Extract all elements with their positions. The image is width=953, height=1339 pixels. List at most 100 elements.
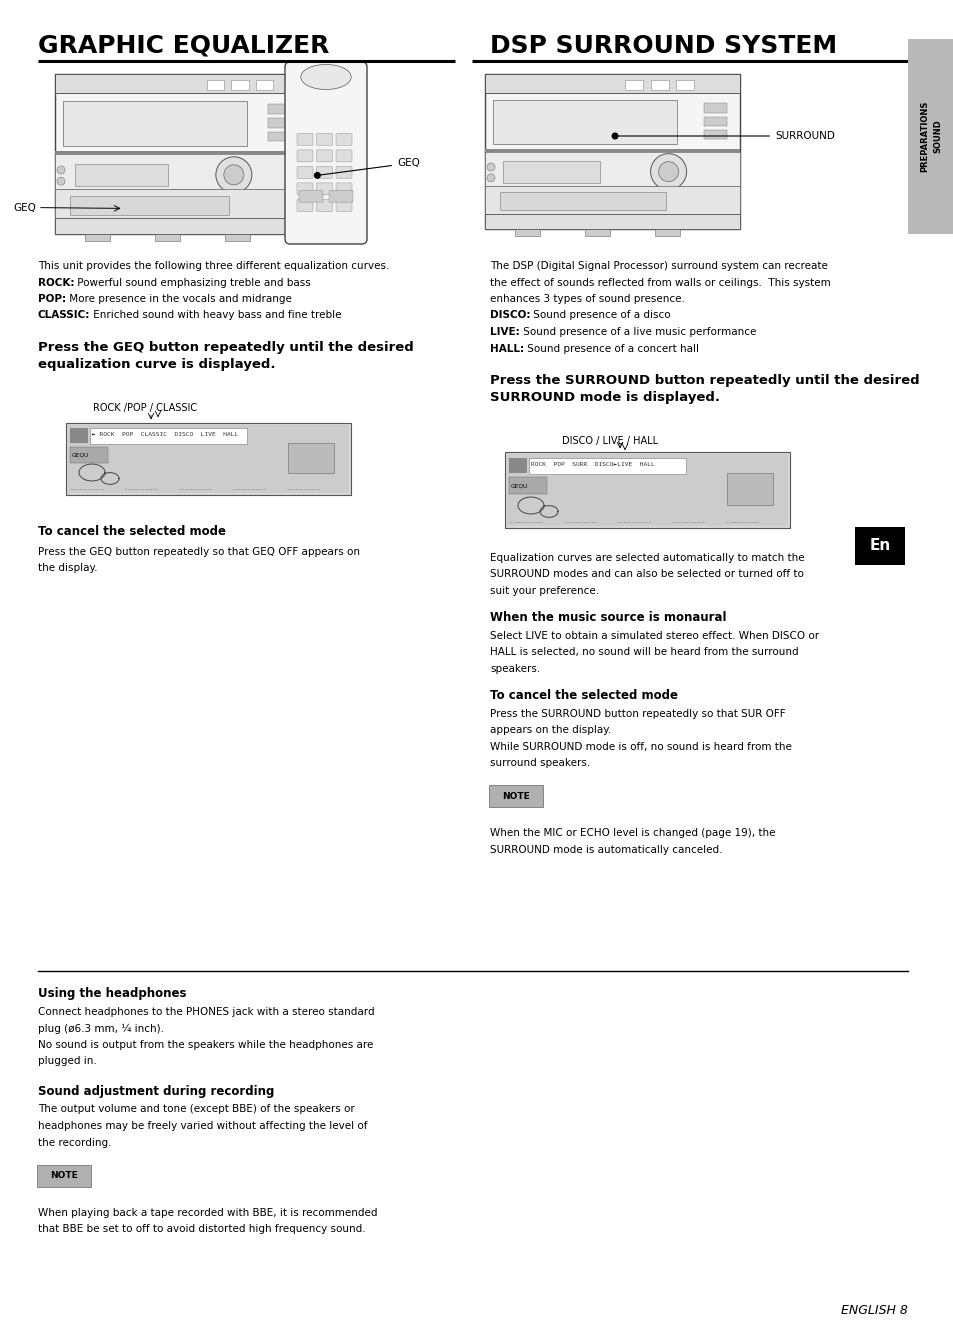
FancyBboxPatch shape: [296, 150, 313, 162]
FancyBboxPatch shape: [335, 166, 352, 178]
FancyBboxPatch shape: [296, 183, 313, 195]
Bar: [506, 454, 787, 525]
Text: More presence in the vocals and midrange: More presence in the vocals and midrange: [66, 295, 292, 304]
Circle shape: [486, 163, 495, 171]
Text: Powerful sound emphasizing treble and bass: Powerful sound emphasizing treble and ba…: [74, 277, 311, 288]
Text: that BBE be set to off to avoid distorted high frequency sound.: that BBE be set to off to avoid distorte…: [38, 1224, 365, 1235]
Circle shape: [611, 133, 618, 139]
Text: The output volume and tone (except BBE) of the speakers or: The output volume and tone (except BBE) …: [38, 1105, 355, 1114]
FancyBboxPatch shape: [316, 150, 333, 162]
Text: plug (ø6.3 mm, ¼ inch).: plug (ø6.3 mm, ¼ inch).: [38, 1023, 164, 1034]
Bar: [90, 428, 247, 445]
Bar: [499, 191, 665, 210]
Text: To cancel the selected mode: To cancel the selected mode: [38, 525, 226, 537]
Text: Sound presence of a live music performance: Sound presence of a live music performan…: [519, 327, 756, 337]
Text: The DSP (Digital Signal Processor) surround system can recreate: The DSP (Digital Signal Processor) surro…: [490, 261, 827, 270]
Text: POP:: POP:: [38, 295, 66, 304]
FancyBboxPatch shape: [285, 62, 367, 244]
Circle shape: [486, 174, 495, 182]
Text: SURROUND mode is automatically canceled.: SURROUND mode is automatically canceled.: [490, 845, 721, 854]
FancyBboxPatch shape: [316, 200, 333, 212]
Text: DSP SURROUND SYSTEM: DSP SURROUND SYSTEM: [490, 33, 836, 58]
Text: Sound presence of a disco: Sound presence of a disco: [530, 311, 670, 320]
Text: When playing back a tape recorded with BBE, it is recommended: When playing back a tape recorded with B…: [38, 1208, 377, 1217]
Circle shape: [57, 177, 65, 185]
Bar: [515, 228, 539, 236]
Text: HALL:: HALL:: [490, 344, 523, 353]
Bar: [268, 104, 288, 114]
Text: GEQ: GEQ: [13, 202, 36, 213]
Bar: [703, 130, 726, 139]
Bar: [484, 149, 740, 151]
FancyBboxPatch shape: [335, 200, 352, 212]
Bar: [55, 154, 299, 189]
Bar: [584, 228, 609, 236]
Bar: [268, 131, 288, 141]
FancyBboxPatch shape: [296, 200, 313, 212]
Bar: [624, 80, 642, 90]
Bar: [154, 233, 180, 241]
Text: Equalization curves are selected automatically to match the: Equalization curves are selected automat…: [490, 553, 803, 562]
Text: NOTE: NOTE: [501, 791, 529, 801]
FancyBboxPatch shape: [335, 183, 352, 195]
Text: the effect of sounds reflected from walls or ceilings.  This system: the effect of sounds reflected from wall…: [490, 277, 830, 288]
Text: Using the headphones: Using the headphones: [38, 987, 186, 1000]
Bar: [484, 213, 740, 229]
Text: plugged in.: plugged in.: [38, 1056, 96, 1066]
Bar: [703, 116, 726, 126]
Text: Enriched sound with heavy bass and fine treble: Enriched sound with heavy bass and fine …: [91, 311, 341, 320]
Text: SURROUND: SURROUND: [618, 131, 834, 141]
Text: En: En: [868, 538, 890, 553]
Text: ENGLISH 8: ENGLISH 8: [841, 1304, 907, 1318]
Bar: [529, 458, 685, 474]
Bar: [504, 451, 789, 528]
Bar: [255, 80, 273, 90]
Text: appears on the display.: appears on the display.: [490, 724, 611, 735]
Text: CLASSIC:: CLASSIC:: [38, 311, 91, 320]
Circle shape: [215, 157, 252, 193]
Bar: [70, 428, 88, 443]
Text: GRAPHIC EQUALIZER: GRAPHIC EQUALIZER: [38, 33, 329, 58]
Bar: [70, 195, 229, 214]
Text: GEQU: GEQU: [511, 483, 528, 489]
Circle shape: [650, 154, 686, 190]
FancyBboxPatch shape: [489, 785, 542, 807]
Text: DISCO:: DISCO:: [490, 311, 530, 320]
Text: NOTE: NOTE: [51, 1172, 78, 1180]
Bar: [85, 233, 110, 241]
FancyBboxPatch shape: [296, 166, 313, 178]
Text: surround speakers.: surround speakers.: [490, 758, 590, 769]
Text: Sound presence of a concert hall: Sound presence of a concert hall: [523, 344, 699, 353]
Text: SURROUND modes and can also be selected or turned off to: SURROUND modes and can also be selected …: [490, 569, 803, 578]
Bar: [484, 74, 740, 92]
Text: This unit provides the following three different equalization curves.: This unit provides the following three d…: [38, 261, 389, 270]
Text: ROCK:: ROCK:: [38, 277, 74, 288]
Bar: [55, 218, 299, 234]
Bar: [726, 473, 772, 505]
FancyBboxPatch shape: [335, 150, 352, 162]
Bar: [655, 228, 679, 236]
Bar: [55, 74, 299, 94]
Text: Press the GEQ button repeatedly until the desired
equalization curve is displaye: Press the GEQ button repeatedly until th…: [38, 340, 414, 371]
Bar: [650, 80, 668, 90]
Text: enhances 3 types of sound presence.: enhances 3 types of sound presence.: [490, 295, 684, 304]
Bar: [55, 74, 299, 234]
Text: No sound is output from the speakers while the headphones are: No sound is output from the speakers whi…: [38, 1040, 373, 1050]
Bar: [509, 458, 526, 473]
Text: the recording.: the recording.: [38, 1138, 112, 1148]
FancyBboxPatch shape: [298, 190, 323, 202]
Text: GEQ: GEQ: [320, 158, 419, 175]
Bar: [907, 39, 953, 234]
Text: GEQU: GEQU: [71, 453, 90, 458]
Text: ROCK /POP / CLASSIC: ROCK /POP / CLASSIC: [92, 403, 197, 412]
Text: speakers.: speakers.: [490, 664, 539, 674]
Circle shape: [224, 165, 244, 185]
Bar: [207, 80, 224, 90]
Text: When the MIC or ECHO level is changed (page 19), the: When the MIC or ECHO level is changed (p…: [490, 828, 775, 838]
Text: Sound adjustment during recording: Sound adjustment during recording: [38, 1085, 274, 1098]
Text: the display.: the display.: [38, 562, 97, 573]
Circle shape: [57, 166, 65, 174]
Bar: [493, 100, 676, 143]
Bar: [70, 447, 108, 463]
Text: When the music source is monaural: When the music source is monaural: [490, 611, 726, 624]
